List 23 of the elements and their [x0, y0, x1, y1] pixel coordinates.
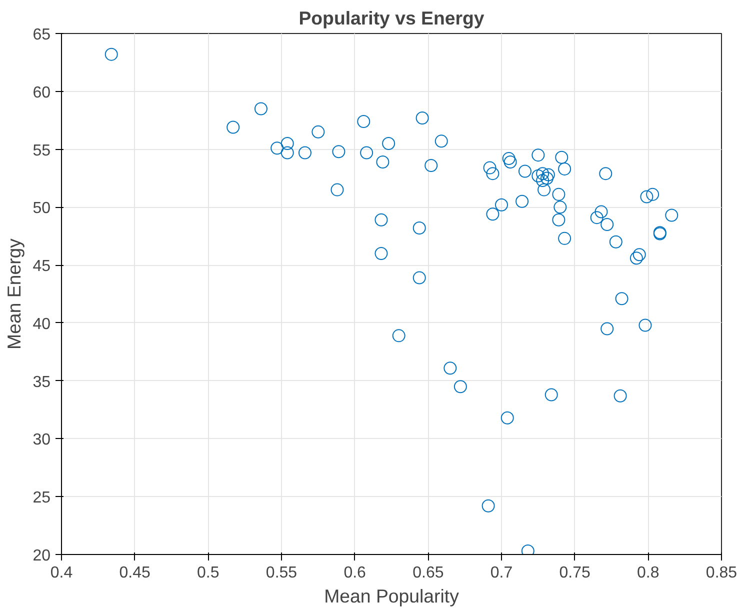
y-tick-label: 35 — [32, 374, 51, 391]
x-tick-label: 0.85 — [706, 564, 738, 582]
x-tick-label: 0.7 — [490, 564, 513, 582]
chart-title: Popularity vs Energy — [298, 8, 485, 28]
y-tick-label: 30 — [32, 432, 51, 449]
y-tick-label: 45 — [32, 258, 51, 276]
x-tick-label: 0.8 — [637, 564, 660, 582]
y-tick-label: 60 — [32, 84, 51, 102]
x-tick-label: 0.6 — [344, 564, 366, 582]
x-tick-label: 0.5 — [197, 564, 220, 582]
x-tick-label: 0.75 — [559, 564, 591, 582]
y-tick-label: 55 — [32, 142, 51, 160]
x-tick-label: 0.45 — [119, 564, 151, 582]
y-tick-label: 25 — [32, 490, 51, 507]
y-axis-title: Mean Energy — [4, 238, 25, 350]
x-axis-title: Mean Popularity — [324, 586, 460, 606]
y-tick-label: 40 — [32, 316, 51, 333]
x-tick-label: 0.55 — [266, 564, 298, 582]
y-tick-label: 65 — [32, 26, 51, 44]
x-tick-label: 0.65 — [412, 564, 444, 582]
x-tick-label: 0.4 — [50, 564, 73, 582]
y-tick-label: 50 — [32, 200, 51, 218]
y-tick-label: 20 — [32, 548, 51, 564]
